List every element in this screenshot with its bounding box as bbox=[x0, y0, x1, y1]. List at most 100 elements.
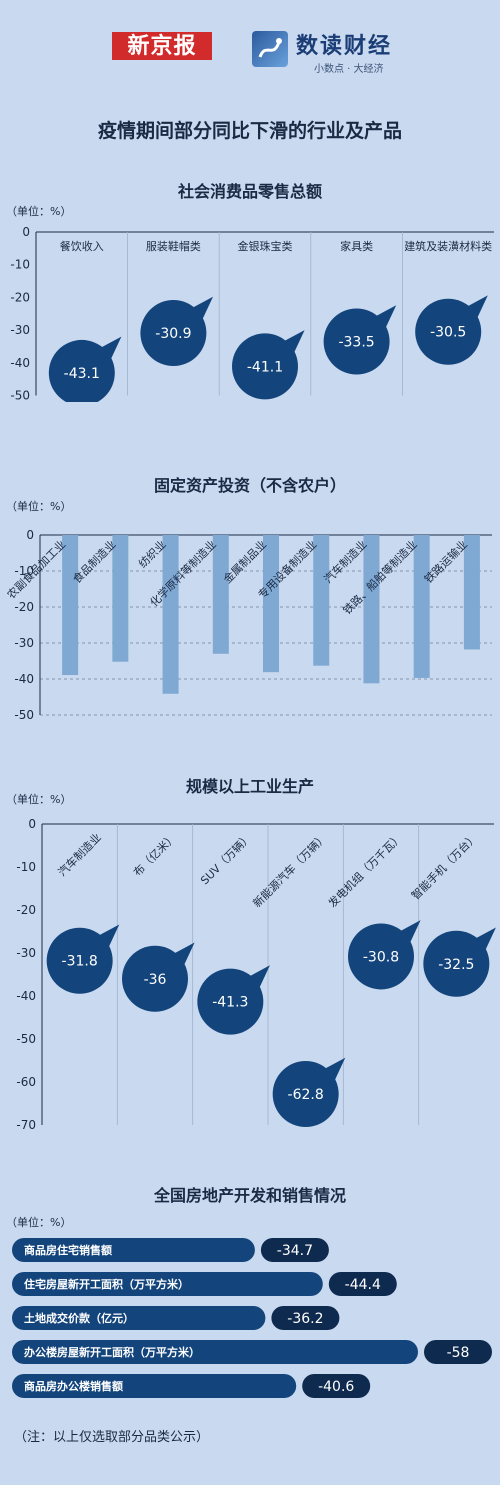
c1-category-label-3: 家具类 bbox=[340, 239, 373, 253]
header: 新京报 数读财经 小数点 · 大经济 bbox=[0, 0, 500, 90]
c2-bar-7 bbox=[413, 535, 430, 678]
c4-bar-1 bbox=[12, 1272, 323, 1296]
c3-ytick-4: -40 bbox=[16, 989, 36, 1003]
c3-category-label-4: 发电机组（万千瓦） bbox=[325, 830, 405, 910]
c3-ytick-5: -50 bbox=[16, 1032, 36, 1046]
c3-bubble-2 bbox=[197, 965, 270, 1035]
c1-bubble-circle-1 bbox=[140, 300, 207, 367]
chart2-unit: （单位：%） bbox=[6, 500, 72, 513]
slogan: 小数点 · 大经济 bbox=[314, 64, 384, 75]
c2-ytick-4: -40 bbox=[14, 672, 34, 686]
chart4-title: 全国房地产开发和销售情况 bbox=[153, 1186, 346, 1205]
c3-category-label-1: 布（亿米） bbox=[131, 831, 179, 879]
c3-value-label-2: -41.3 bbox=[212, 995, 248, 1011]
c1-bubble-circle-4 bbox=[415, 298, 482, 365]
chart-retail-sales: 0 -10 -20 -30 -40 -50 餐饮收入 -43.1 服装鞋帽类 -30.9 金银珠宝类… bbox=[10, 225, 494, 403]
c4-value-label-0: -34.7 bbox=[277, 1243, 313, 1259]
c3-value-label-3: -62.8 bbox=[288, 1087, 324, 1103]
c3-bubble-circle-1 bbox=[122, 945, 188, 1012]
chart3-unit: （单位：%） bbox=[6, 793, 72, 806]
c2-bar-5 bbox=[313, 535, 330, 666]
c4-value-pill-2 bbox=[271, 1306, 340, 1330]
c3-bubble-5 bbox=[423, 927, 496, 997]
c1-bubble-2 bbox=[232, 330, 305, 400]
c1-bubble-1 bbox=[140, 296, 213, 367]
c1-bubble-3 bbox=[323, 305, 397, 375]
c2-ytick-3: -30 bbox=[14, 636, 34, 650]
c3-bubble-4 bbox=[348, 920, 421, 990]
c1-ytick-2: -20 bbox=[10, 290, 30, 304]
c3-ytick-7: -70 bbox=[16, 1118, 36, 1132]
c3-bubble-circle-5 bbox=[423, 930, 490, 997]
c3-value-label-5: -32.5 bbox=[438, 957, 474, 973]
c1-bubble-circle-2 bbox=[232, 333, 298, 400]
c4-value-pill-1 bbox=[328, 1272, 397, 1296]
c2-bar-8 bbox=[463, 535, 480, 650]
c4-category-label-3: 办公楼房屋新开工面积（万平方米） bbox=[24, 1345, 200, 1359]
c3-bubble-0 bbox=[46, 924, 120, 994]
c3-bubble-circle-4 bbox=[348, 923, 414, 990]
c1-value-label-0: -43.1 bbox=[64, 366, 100, 382]
c1-ytick-4: -40 bbox=[10, 356, 30, 370]
c3-category-label-2: SUV（万辆） bbox=[197, 830, 254, 887]
c3-bubble-circle-3 bbox=[272, 1061, 339, 1128]
c4-category-label-1: 住宅房屋新开工面积（万平方米） bbox=[24, 1277, 189, 1291]
chart-industrial-production: 0 -10 -20 -30 -40 -50 -60 -70 汽车制造业 -31.8 布（亿米） -36… bbox=[16, 817, 496, 1132]
c3-ytick-2: -20 bbox=[16, 903, 36, 917]
c3-ytick-1: -10 bbox=[16, 860, 36, 874]
c1-value-label-3: -33.5 bbox=[338, 335, 374, 351]
c3-value-label-0: -31.8 bbox=[62, 954, 98, 970]
chart1-unit: （单位：%） bbox=[6, 205, 72, 218]
c3-bubble-circle-0 bbox=[46, 927, 113, 994]
c1-category-label-2: 金银珠宝类 bbox=[238, 239, 293, 253]
c1-ytick-1: -10 bbox=[10, 258, 30, 272]
c3-ytick-0: 0 bbox=[28, 817, 36, 831]
c1-bubble-0 bbox=[48, 336, 122, 402]
c4-category-label-0: 商品房住宅销售额 bbox=[24, 1243, 112, 1257]
c3-category-label-5: 智能手机（万台） bbox=[408, 830, 480, 902]
c3-bubble-3 bbox=[272, 1057, 346, 1128]
c2-ytick-5: -50 bbox=[14, 708, 34, 722]
c1-bubble-4 bbox=[415, 295, 488, 365]
c4-value-pill-4 bbox=[302, 1374, 371, 1398]
c4-bar-0 bbox=[12, 1238, 255, 1262]
c2-bar-1 bbox=[112, 535, 129, 662]
c3-value-label-4: -30.8 bbox=[363, 949, 399, 965]
c2-ytick-0: 0 bbox=[26, 528, 34, 542]
c2-bar-3 bbox=[212, 535, 229, 654]
c3-value-label-1: -36 bbox=[144, 972, 167, 988]
xinjingbao-logo: 新京报 bbox=[112, 32, 212, 60]
c4-category-label-2: 土地成交价款（亿元） bbox=[24, 1311, 134, 1325]
c4-value-label-1: -44.4 bbox=[345, 1277, 381, 1293]
c4-value-label-3: -58 bbox=[447, 1345, 470, 1361]
c1-ytick-5: -50 bbox=[10, 389, 30, 403]
page-title: 疫情期间部分同比下滑的行业及产品 bbox=[97, 120, 402, 142]
c1-bubble-circle-0 bbox=[48, 339, 115, 402]
c2-ytick-1: -10 bbox=[14, 564, 34, 578]
c1-category-label-4: 建筑及装潢材料类 bbox=[404, 239, 492, 253]
c3-category-label-3: 新能源汽车（万辆） bbox=[250, 830, 330, 910]
c4-value-label-2: -36.2 bbox=[287, 1311, 323, 1327]
c4-category-label-4: 商品房办公楼销售额 bbox=[24, 1379, 123, 1393]
c4-bar-2 bbox=[12, 1306, 266, 1330]
c1-category-label-1: 服装鞋帽类 bbox=[146, 239, 201, 253]
c2-ytick-2: -20 bbox=[14, 600, 34, 614]
c4-bar-3 bbox=[12, 1340, 418, 1364]
c4-value-pill-3 bbox=[424, 1340, 492, 1364]
c2-bar-4 bbox=[263, 535, 280, 673]
c4-value-label-4: -40.6 bbox=[318, 1379, 354, 1395]
c1-category-label-0: 餐饮收入 bbox=[60, 239, 104, 253]
c1-ytick-0: 0 bbox=[22, 225, 30, 239]
chart3-title: 规模以上工业生产 bbox=[185, 777, 314, 796]
c4-bar-4 bbox=[12, 1374, 297, 1398]
c1-value-label-1: -30.9 bbox=[155, 326, 191, 342]
c1-bubble-circle-3 bbox=[323, 308, 390, 375]
c1-value-label-2: -41.1 bbox=[247, 359, 283, 375]
chart4-unit: （单位：%） bbox=[6, 1216, 72, 1229]
c2-bar-6 bbox=[363, 535, 380, 684]
shudu-caijing-logo: 数读财经 小数点 · 大经济 bbox=[252, 28, 432, 76]
c3-bubble-1 bbox=[122, 942, 195, 1012]
c4-value-pill-0 bbox=[260, 1238, 329, 1262]
chart1-title: 社会消费品零售总额 bbox=[177, 182, 322, 201]
c1-value-label-4: -30.5 bbox=[430, 325, 466, 341]
